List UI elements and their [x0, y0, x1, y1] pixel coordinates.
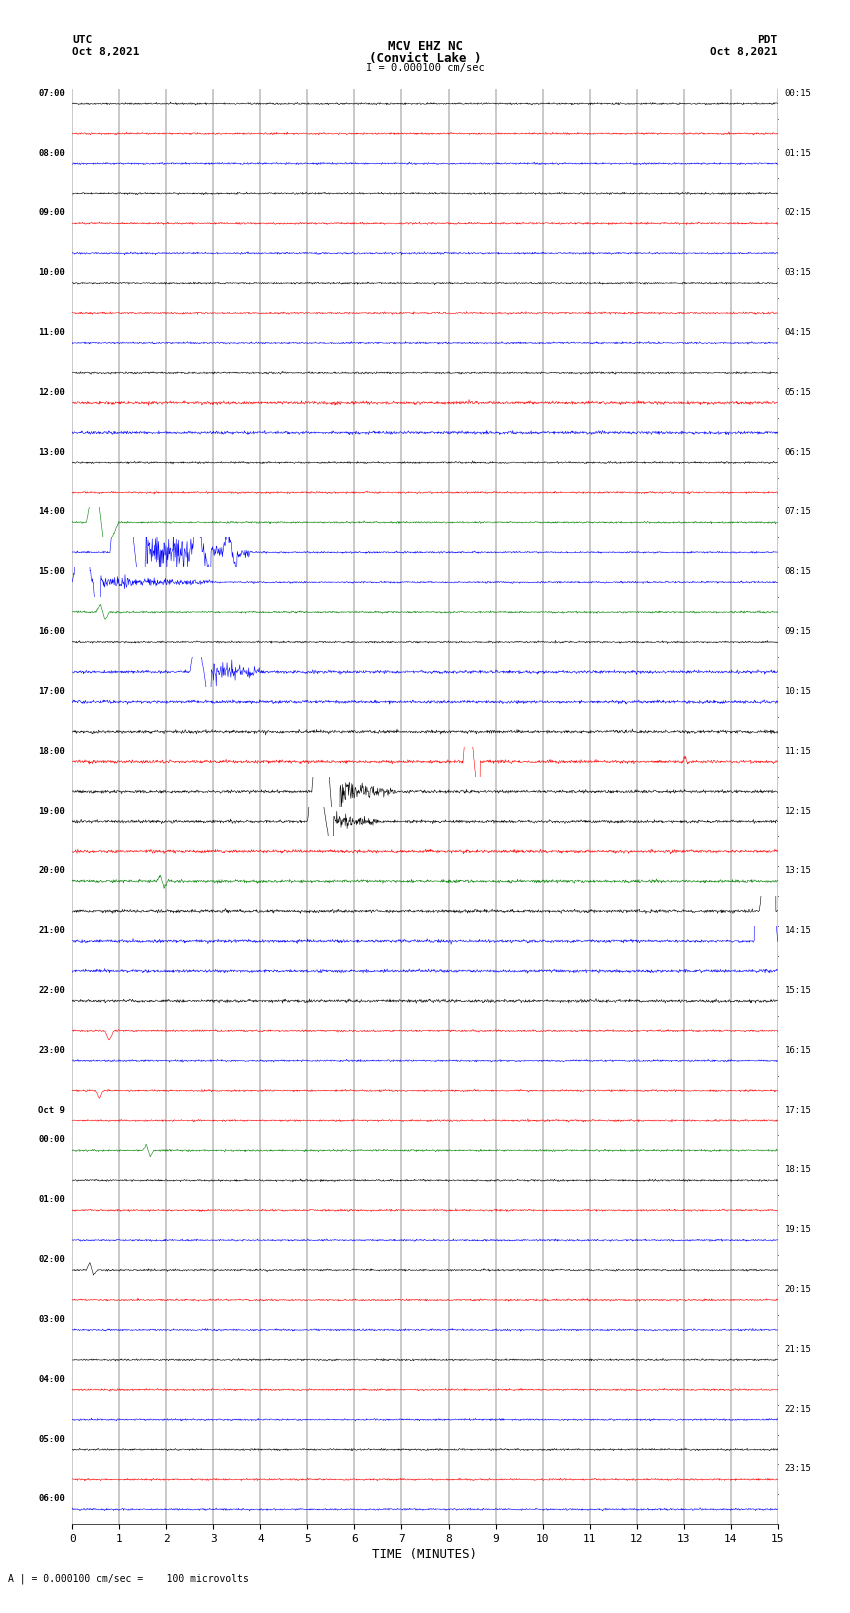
- Text: 04:15: 04:15: [785, 327, 812, 337]
- Text: 11:15: 11:15: [785, 747, 812, 755]
- Text: 07:15: 07:15: [785, 508, 812, 516]
- Text: 05:15: 05:15: [785, 387, 812, 397]
- Text: 16:15: 16:15: [785, 1045, 812, 1055]
- Text: 06:00: 06:00: [38, 1494, 65, 1503]
- Text: I = 0.000100 cm/sec: I = 0.000100 cm/sec: [366, 63, 484, 73]
- Text: 04:00: 04:00: [38, 1374, 65, 1384]
- Text: 12:15: 12:15: [785, 806, 812, 816]
- Text: 15:15: 15:15: [785, 986, 812, 995]
- Text: 01:15: 01:15: [785, 148, 812, 158]
- Text: 21:00: 21:00: [38, 926, 65, 936]
- Text: UTC: UTC: [72, 35, 93, 45]
- Text: Oct 9: Oct 9: [38, 1105, 65, 1115]
- Text: 09:15: 09:15: [785, 627, 812, 636]
- Text: 19:15: 19:15: [785, 1226, 812, 1234]
- Text: 07:00: 07:00: [38, 89, 65, 98]
- X-axis label: TIME (MINUTES): TIME (MINUTES): [372, 1548, 478, 1561]
- Text: 00:15: 00:15: [785, 89, 812, 98]
- Text: 19:00: 19:00: [38, 806, 65, 816]
- Text: 20:00: 20:00: [38, 866, 65, 876]
- Text: 02:15: 02:15: [785, 208, 812, 218]
- Text: (Convict Lake ): (Convict Lake ): [369, 52, 481, 65]
- Text: 09:00: 09:00: [38, 208, 65, 218]
- Text: 22:15: 22:15: [785, 1405, 812, 1413]
- Text: PDT: PDT: [757, 35, 778, 45]
- Text: 01:00: 01:00: [38, 1195, 65, 1205]
- Text: 13:15: 13:15: [785, 866, 812, 876]
- Text: 17:15: 17:15: [785, 1105, 812, 1115]
- Text: 20:15: 20:15: [785, 1286, 812, 1294]
- Text: 10:00: 10:00: [38, 268, 65, 277]
- Text: 18:15: 18:15: [785, 1165, 812, 1174]
- Text: 23:15: 23:15: [785, 1465, 812, 1473]
- Text: 23:00: 23:00: [38, 1045, 65, 1055]
- Text: 14:00: 14:00: [38, 508, 65, 516]
- Text: Oct 8,2021: Oct 8,2021: [72, 47, 139, 56]
- Text: Oct 8,2021: Oct 8,2021: [711, 47, 778, 56]
- Text: MCV EHZ NC: MCV EHZ NC: [388, 40, 462, 53]
- Text: 06:15: 06:15: [785, 448, 812, 456]
- Text: 03:00: 03:00: [38, 1315, 65, 1324]
- Text: 17:00: 17:00: [38, 687, 65, 695]
- Text: 02:00: 02:00: [38, 1255, 65, 1265]
- Text: 22:00: 22:00: [38, 986, 65, 995]
- Text: 21:15: 21:15: [785, 1345, 812, 1353]
- Text: 18:00: 18:00: [38, 747, 65, 755]
- Text: 08:00: 08:00: [38, 148, 65, 158]
- Text: 14:15: 14:15: [785, 926, 812, 936]
- Text: 16:00: 16:00: [38, 627, 65, 636]
- Text: 11:00: 11:00: [38, 327, 65, 337]
- Text: 03:15: 03:15: [785, 268, 812, 277]
- Text: 08:15: 08:15: [785, 568, 812, 576]
- Text: 13:00: 13:00: [38, 448, 65, 456]
- Text: A | = 0.000100 cm/sec =    100 microvolts: A | = 0.000100 cm/sec = 100 microvolts: [8, 1573, 249, 1584]
- Text: 05:00: 05:00: [38, 1434, 65, 1444]
- Text: 00:00: 00:00: [38, 1136, 65, 1145]
- Text: 15:00: 15:00: [38, 568, 65, 576]
- Text: 10:15: 10:15: [785, 687, 812, 695]
- Text: 12:00: 12:00: [38, 387, 65, 397]
